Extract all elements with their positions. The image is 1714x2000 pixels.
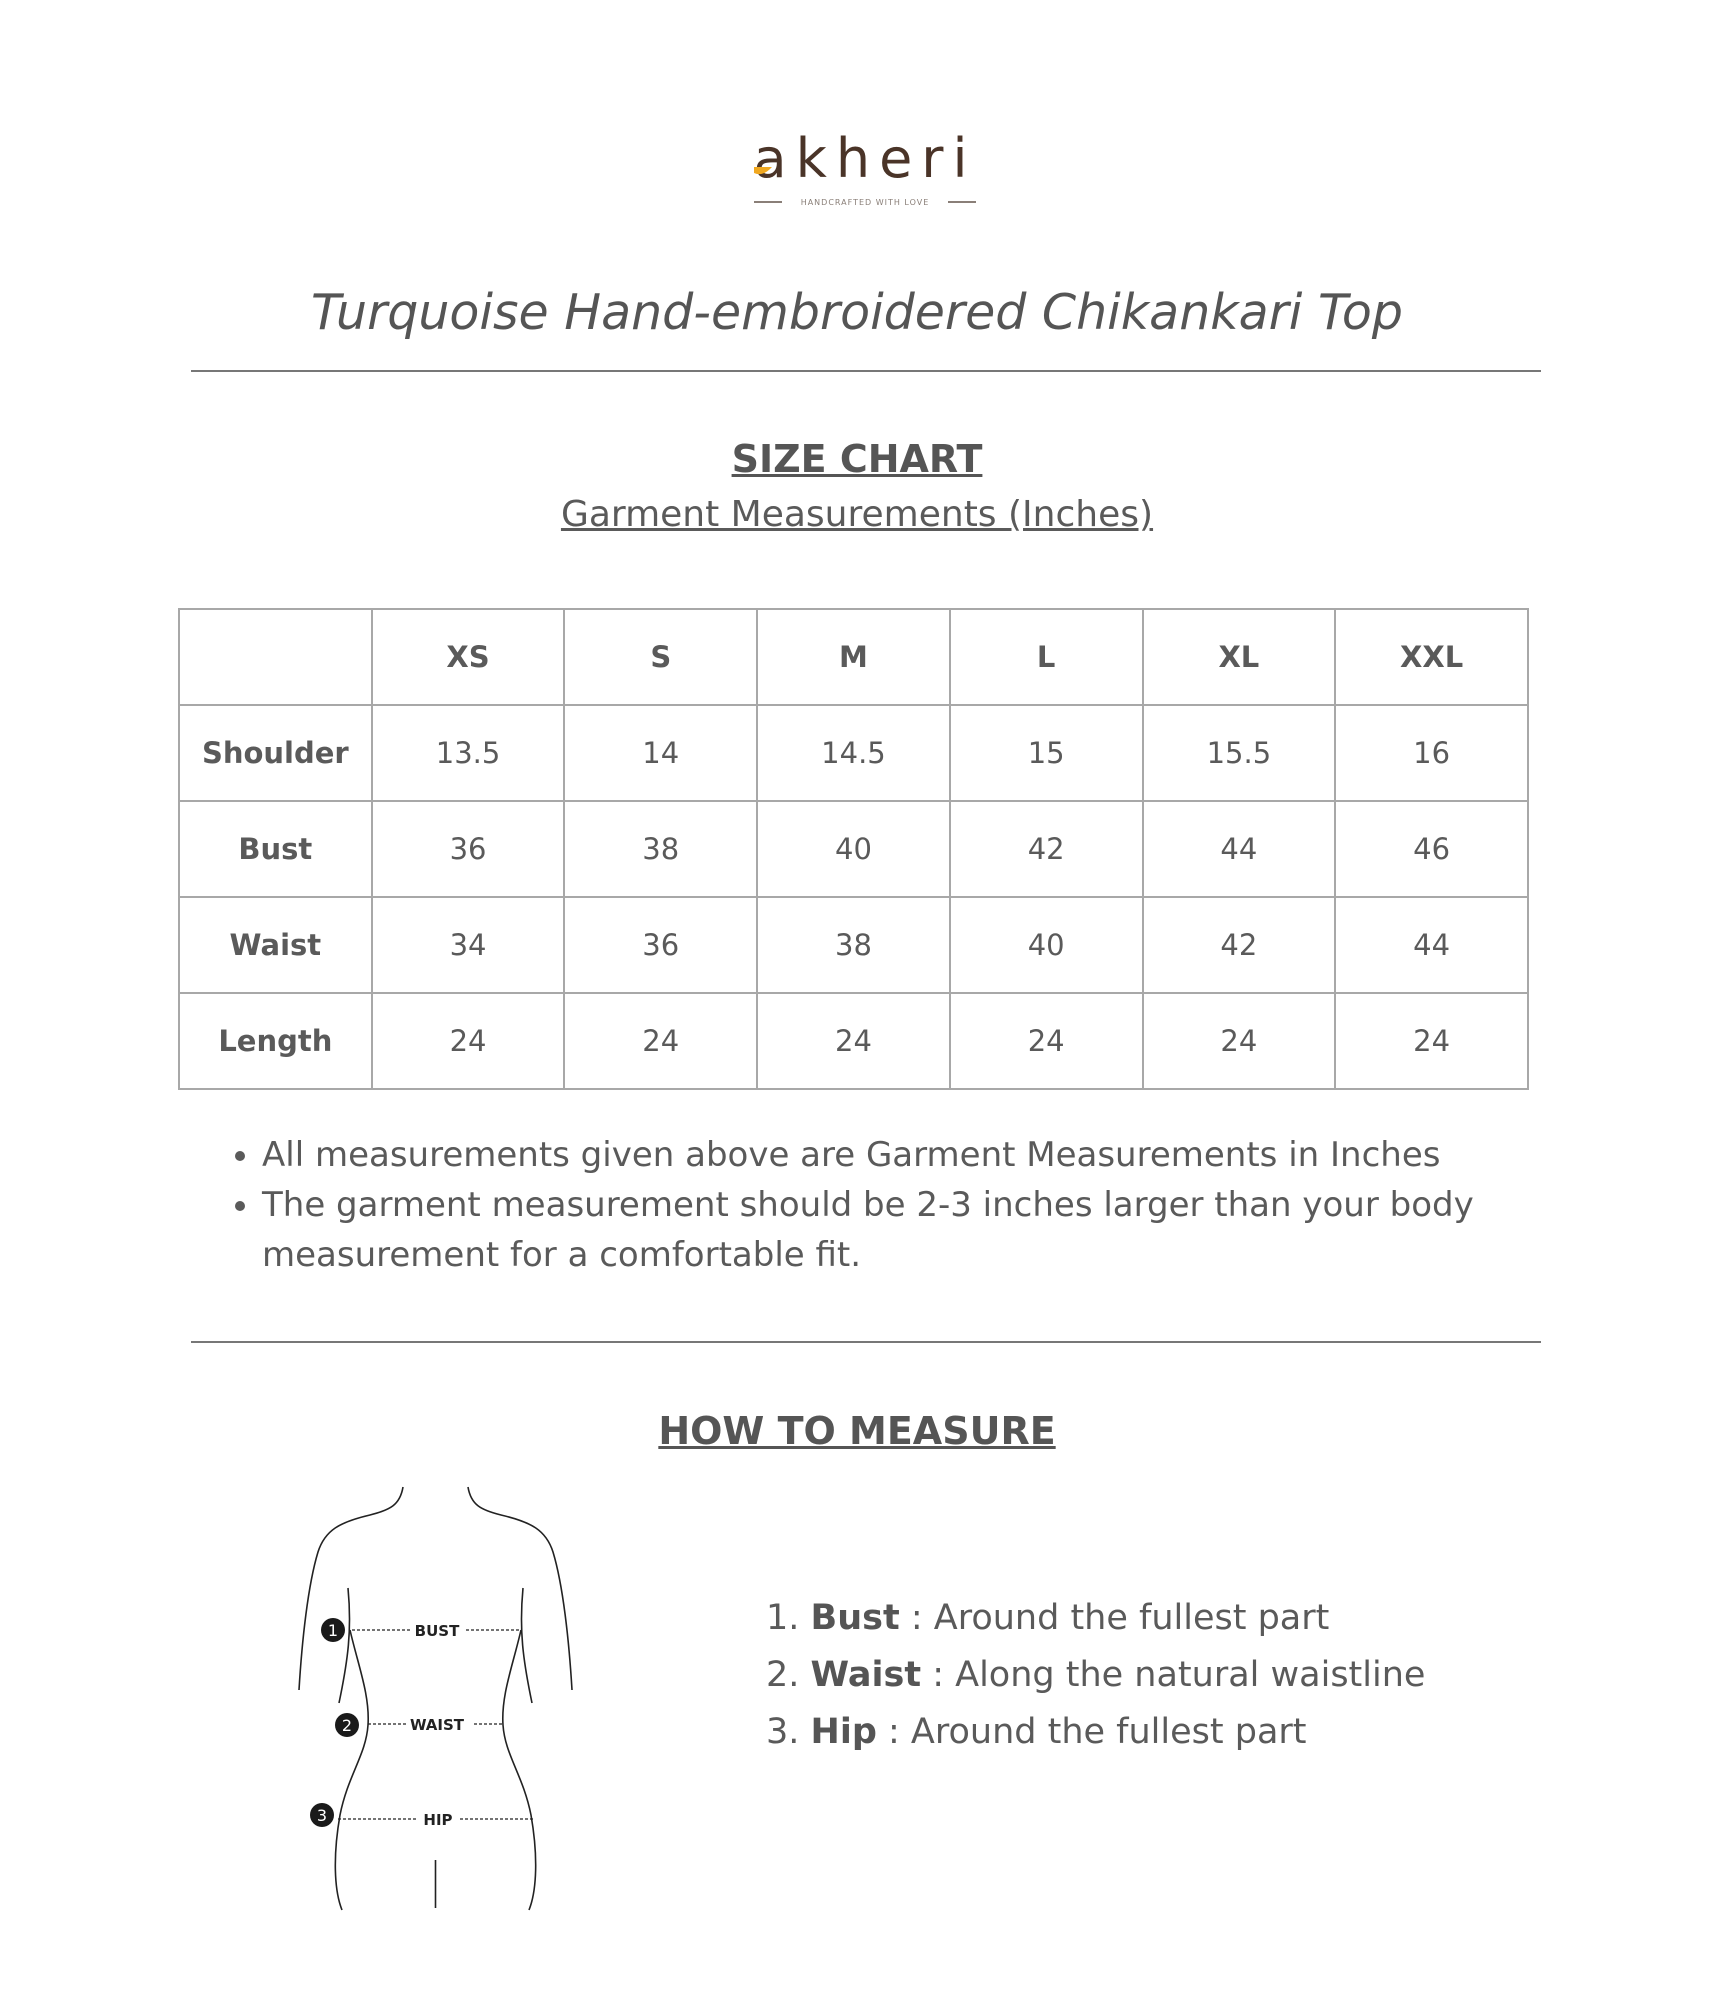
item-name: Bust [810,1598,900,1638]
cell: 36 [370,800,566,898]
instruction-item: 1. Bust : Around the fullest part [766,1590,1425,1647]
header-cell: XL [1141,608,1337,706]
cell: 14.5 [756,704,951,802]
row-label: Length [178,992,373,1090]
divider [191,1341,1541,1343]
logo-tagline: HANDCRAFTED WITH LOVE [801,198,930,207]
cell: 13.5 [370,704,566,802]
waist-label: WAIST [410,1716,465,1734]
cell: 24 [563,992,759,1090]
row-label: Bust [178,800,373,898]
table-row: Bust 36 38 40 42 44 46 [178,800,1529,898]
body-measurement-figure: BUST WAIST HIP 1 2 3 [298,1486,573,1911]
item-name: Hip [810,1712,877,1752]
cell: 38 [756,896,951,994]
cell: 14 [563,704,759,802]
cell: 24 [948,992,1144,1090]
cell: 44 [1141,800,1337,898]
marker-1: 1 [328,1621,338,1640]
size-chart-table: XS S M L XL XXL Shoulder 13.5 14 14.5 15… [178,608,1529,1090]
instruction-item: 2. Waist : Along the natural waistline [766,1647,1425,1704]
cell: 16 [1334,704,1529,802]
cell: 38 [563,800,759,898]
cell: 42 [1141,896,1337,994]
cell: 24 [1334,992,1529,1090]
hip-label: HIP [423,1811,452,1829]
number-markers [310,1618,359,1827]
header-cell [178,608,373,706]
notes-list: All measurements given above are Garment… [232,1130,1562,1280]
item-number: 2. [766,1655,800,1695]
size-chart-heading: SIZE CHART [731,437,983,481]
cell: 24 [370,992,566,1090]
item-desc: : Around the fullest part [899,1598,1330,1638]
table-row: Length 24 24 24 24 24 24 [178,992,1529,1090]
item-desc: : Along the natural waistline [921,1655,1426,1695]
logo-accent [754,167,772,175]
header-cell: S [563,608,759,706]
cell: 40 [948,896,1144,994]
header-cell: XXL [1334,608,1529,706]
cell: 34 [370,896,566,994]
item-desc: : Around the fullest part [876,1712,1307,1752]
how-to-measure-heading: HOW TO MEASURE [658,1409,1056,1453]
logo-wordmark: akheri [753,127,976,190]
brand-logo: akheri HANDCRAFTED WITH LOVE [753,127,976,207]
item-number: 1. [766,1598,800,1638]
marker-2: 2 [342,1716,352,1735]
cell: 24 [1141,992,1337,1090]
item-number: 3. [766,1712,800,1752]
cell: 15.5 [1141,704,1337,802]
bust-label: BUST [415,1622,460,1640]
header-cell: M [756,608,951,706]
cell: 42 [948,800,1144,898]
cell: 24 [756,992,951,1090]
divider [191,370,1541,372]
note-item: The garment measurement should be 2-3 in… [262,1180,1562,1280]
cell: 44 [1334,896,1529,994]
size-chart-subheading: Garment Measurements (Inches) [560,494,1154,535]
marker-3: 3 [317,1806,327,1825]
measure-instructions: 1. Bust : Around the fullest part 2. Wai… [766,1590,1425,1761]
row-label: Shoulder [178,704,373,802]
row-label: Waist [178,896,373,994]
product-title: Turquoise Hand-embroidered Chikankari To… [311,284,1403,341]
header-cell: L [948,608,1144,706]
cell: 36 [563,896,759,994]
table-row: Waist 34 36 38 40 42 44 [178,896,1529,994]
table-header-row: XS S M L XL XXL [178,608,1529,706]
note-item: All measurements given above are Garment… [262,1130,1562,1180]
instruction-item: 3. Hip : Around the fullest part [766,1704,1425,1761]
cell: 15 [948,704,1144,802]
header-cell: XS [370,608,566,706]
table-row: Shoulder 13.5 14 14.5 15 15.5 16 [178,704,1529,802]
cell: 40 [756,800,951,898]
item-name: Waist [810,1655,922,1695]
cell: 46 [1334,800,1529,898]
